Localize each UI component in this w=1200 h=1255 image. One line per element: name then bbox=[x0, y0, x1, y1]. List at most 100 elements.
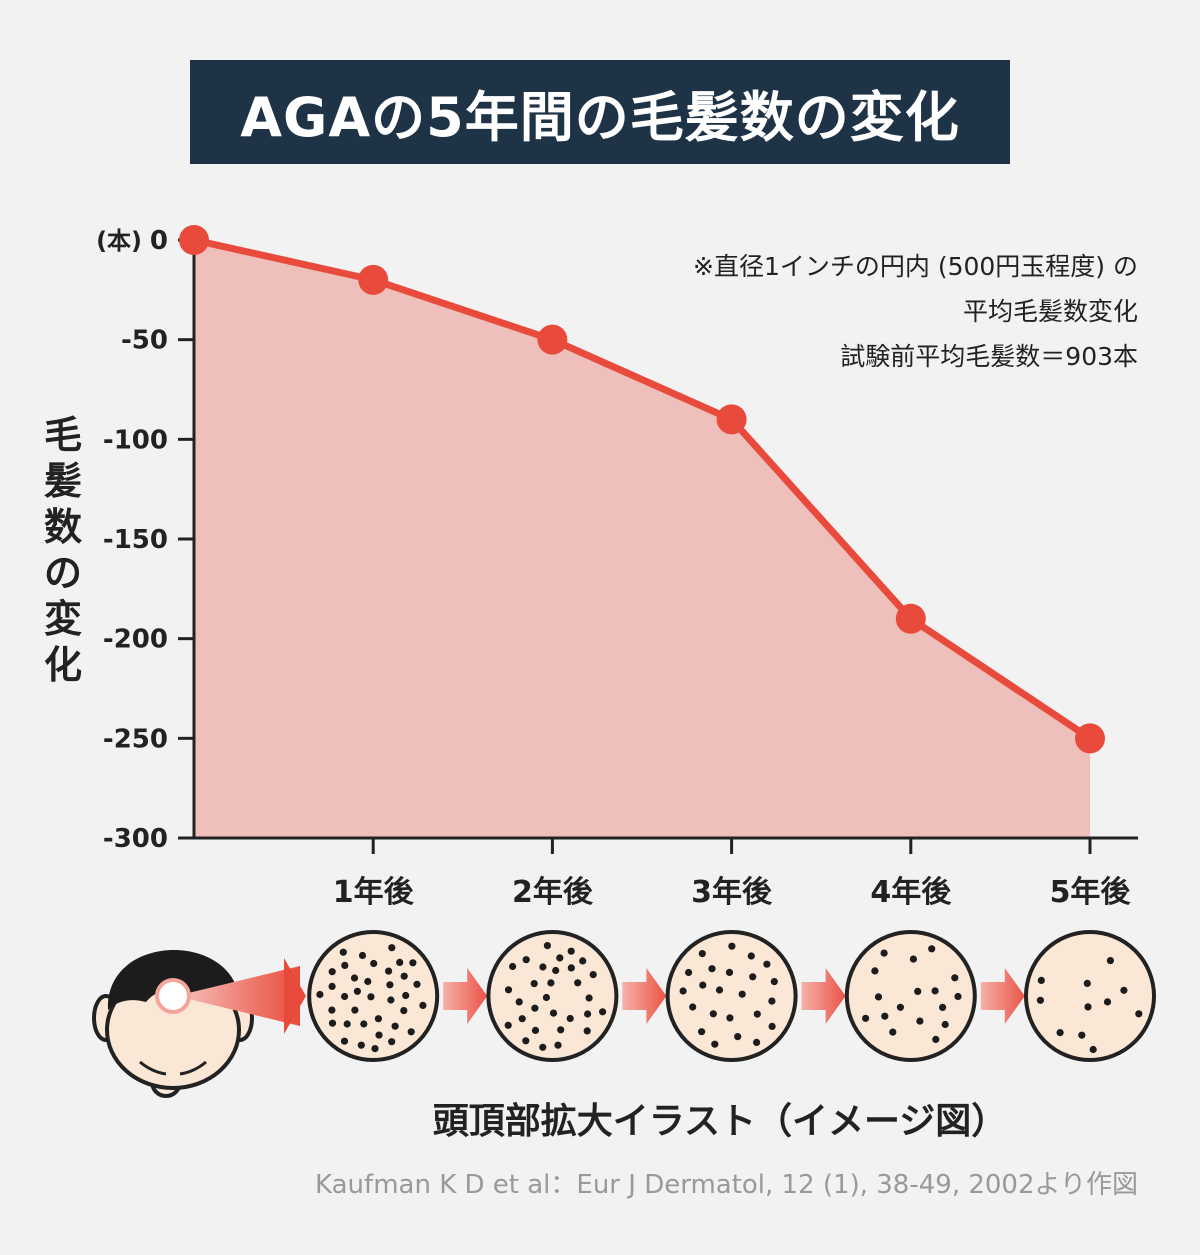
hair-dot bbox=[753, 1038, 761, 1046]
hair-dot bbox=[951, 974, 959, 982]
hair-dot bbox=[554, 1041, 562, 1049]
hair-dot bbox=[340, 1037, 349, 1045]
x-tick-label: 1年後 bbox=[333, 875, 415, 910]
hair-dot bbox=[916, 1017, 924, 1025]
scalp-disc bbox=[665, 930, 798, 1062]
hair-dot bbox=[1037, 976, 1045, 985]
hair-dot bbox=[539, 963, 547, 971]
hair-dot bbox=[360, 1020, 368, 1028]
note-line-1: ※直径1インチの円内 (500円玉程度) の bbox=[693, 252, 1138, 281]
magnify-arrowhead bbox=[284, 958, 306, 1034]
scalp-disc bbox=[486, 930, 619, 1062]
face-lines bbox=[139, 1060, 207, 1076]
hair-dot bbox=[413, 980, 421, 988]
hair-dot bbox=[698, 1028, 706, 1036]
y-tick-label: -200 bbox=[103, 625, 168, 655]
hair-dot bbox=[589, 971, 597, 979]
hair-dot bbox=[1106, 957, 1114, 965]
hair-dot bbox=[374, 1015, 382, 1023]
hair-dot bbox=[871, 967, 879, 975]
hair-dot bbox=[371, 1045, 379, 1053]
hair-dot bbox=[1103, 998, 1112, 1006]
hair-dot bbox=[685, 968, 693, 977]
hair-dot bbox=[518, 1015, 526, 1023]
hair-dot bbox=[341, 992, 349, 1001]
hair-dot bbox=[698, 950, 706, 958]
hair-dot bbox=[567, 964, 575, 972]
hair-dot bbox=[350, 974, 359, 982]
hair-dot bbox=[316, 990, 324, 999]
hair-dot bbox=[375, 1031, 383, 1039]
scalp-circle bbox=[486, 930, 619, 1062]
hair-dot bbox=[939, 1003, 947, 1012]
hair-dot bbox=[941, 1020, 949, 1029]
note-line-3: 試験前平均毛髪数＝903本 bbox=[840, 342, 1138, 371]
progress-arrow bbox=[801, 968, 846, 1024]
hair-dot bbox=[896, 1003, 905, 1011]
hair-dot bbox=[749, 973, 757, 981]
hair-dot bbox=[504, 986, 513, 994]
y-tick-label: -250 bbox=[103, 724, 168, 754]
hair-dot bbox=[387, 996, 395, 1004]
hair-dot bbox=[328, 982, 336, 991]
y-unit-label: (本) bbox=[96, 227, 142, 255]
hair-dot bbox=[708, 965, 716, 973]
hair-dot bbox=[753, 1010, 761, 1018]
data-point bbox=[716, 404, 747, 435]
scalp-circle bbox=[307, 930, 440, 1062]
chart-title: AGAの5年間の毛髪数の変化 bbox=[190, 60, 1010, 164]
hair-dot bbox=[679, 987, 687, 995]
series-line bbox=[190, 236, 1094, 742]
hair-dot bbox=[370, 959, 378, 968]
hair-dot bbox=[709, 1010, 717, 1018]
note-line-2: 平均毛髪数変化 bbox=[962, 297, 1138, 326]
hair-dot bbox=[1036, 996, 1044, 1004]
hair-dot bbox=[928, 945, 936, 953]
hair-dot bbox=[734, 1033, 742, 1041]
illustration-caption: 頭頂部拡大イラスト（イメージ図） bbox=[432, 1101, 1008, 1142]
progress-arrow bbox=[980, 968, 1025, 1024]
scalp-circle bbox=[665, 930, 798, 1062]
hair-dot bbox=[579, 957, 587, 965]
hair-dot bbox=[931, 987, 939, 995]
hair-dot bbox=[747, 952, 755, 960]
y-tick-label: -100 bbox=[103, 425, 168, 455]
y-tick-label: -300 bbox=[103, 824, 168, 854]
hair-dot bbox=[419, 1001, 427, 1010]
progress-arrow bbox=[443, 968, 488, 1024]
hair-dot bbox=[351, 1006, 359, 1014]
hair-dot bbox=[357, 1041, 365, 1049]
hair-dot bbox=[542, 993, 551, 1002]
hair-dot bbox=[1083, 979, 1091, 988]
hair-dot bbox=[768, 997, 776, 1005]
hair-dot bbox=[328, 1019, 337, 1027]
hair-dot bbox=[1135, 1010, 1143, 1018]
hair-dot bbox=[862, 1014, 870, 1022]
hair-dot bbox=[543, 942, 552, 950]
hair-dot bbox=[552, 966, 560, 975]
hair-dot bbox=[699, 981, 707, 989]
hair-dot bbox=[508, 962, 517, 971]
hair-dot bbox=[388, 1038, 396, 1046]
hair-dot bbox=[566, 1014, 574, 1023]
hair-dot bbox=[1120, 986, 1128, 994]
hair-dot bbox=[343, 1020, 351, 1028]
hair-dot bbox=[358, 951, 367, 960]
hair-dot bbox=[880, 949, 888, 957]
hair-dot bbox=[522, 956, 530, 964]
hair-dot bbox=[515, 998, 523, 1006]
data-point bbox=[1075, 723, 1105, 754]
hair-dot bbox=[583, 1027, 591, 1035]
hair-dot bbox=[339, 948, 347, 956]
data-point bbox=[179, 225, 209, 255]
crown-spot bbox=[155, 978, 191, 1014]
hair-dot bbox=[556, 954, 564, 962]
hair-dot bbox=[715, 986, 724, 994]
hair-dot bbox=[386, 981, 394, 989]
hair-dot bbox=[364, 977, 372, 986]
hair-dot bbox=[402, 991, 410, 1000]
hair-dot bbox=[549, 1009, 558, 1017]
y-tick-label: -50 bbox=[121, 326, 168, 356]
hair-dot bbox=[328, 1006, 336, 1014]
